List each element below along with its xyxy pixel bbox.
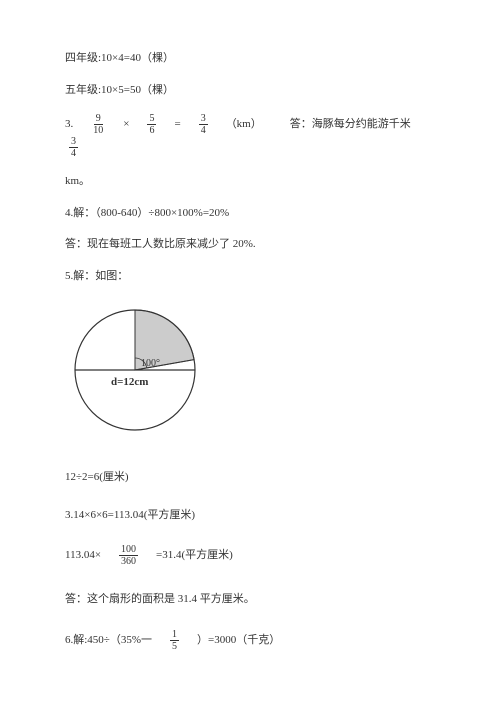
q3-prefix: 3. (65, 116, 73, 134)
line-q3-tail: km。 (65, 173, 435, 191)
fraction-100-360: 100 360 (119, 544, 138, 567)
text: 四年级:10×4=40（棵） (65, 50, 174, 68)
text: 五年级:10×5=50（棵） (65, 82, 174, 100)
line-grade4: 四年级:10×4=40（棵） (65, 50, 435, 68)
circle-diagram: 100° d=12cm (65, 300, 435, 452)
line-q4: 4.解：（800-640）÷800×100%=20% (65, 205, 435, 223)
line-calc3: 113.04× 100 360 =31.4(平方厘米) (65, 544, 435, 567)
line-q6: 6.解:450÷（35%一 1 5 ）=3000（千克） (65, 629, 435, 652)
fraction-5-6: 5 6 (147, 113, 156, 136)
line-q5-answer: 答：这个扇形的面积是 31.4 平方厘米。 (65, 591, 435, 609)
text: 12÷2=6(厘米) (65, 469, 129, 487)
line-q4-answer: 答：现在每班工人数比原来减少了 20%. (65, 236, 435, 254)
fraction-1-5: 1 5 (170, 629, 179, 652)
line-calc2: 3.14×6×6=113.04(平方厘米) (65, 507, 435, 525)
text: 4.解：（800-640）÷800×100%=20% (65, 205, 229, 223)
text: 5.解：如图： (65, 268, 128, 286)
q6-pre: 6.解:450÷（35%一 (65, 632, 152, 650)
fraction-3-4-b: 3 4 (69, 136, 78, 159)
equals-sign: = (174, 116, 180, 134)
calc3-pre: 113.04× (65, 547, 101, 565)
q3-answer: 答：海豚每分约能游千米 (290, 116, 411, 134)
line-q5: 5.解：如图： (65, 268, 435, 286)
text: 3.14×6×6=113.04(平方厘米) (65, 507, 195, 525)
circle-svg: 100° d=12cm (65, 300, 210, 445)
line-calc1: 12÷2=6(厘米) (65, 469, 435, 487)
angle-label: 100° (141, 358, 160, 369)
q6-post: ）=3000（千克） (197, 632, 280, 650)
fraction-3-4: 3 4 (199, 113, 208, 136)
text: 答：现在每班工人数比原来减少了 20%. (65, 236, 256, 254)
km-unit: （km） (226, 116, 262, 134)
line-q3: 3. 9 10 × 5 6 = 3 4 （km） 答：海豚每分约能游千米 3 4 (65, 113, 435, 159)
calc3-post: =31.4(平方厘米) (156, 547, 233, 565)
times-sign: × (123, 116, 129, 134)
text: 答：这个扇形的面积是 31.4 平方厘米。 (65, 591, 255, 609)
line-grade5: 五年级:10×5=50（棵） (65, 82, 435, 100)
fraction-9-10: 9 10 (91, 113, 105, 136)
text: km。 (65, 173, 90, 191)
diameter-label: d=12cm (111, 376, 148, 388)
